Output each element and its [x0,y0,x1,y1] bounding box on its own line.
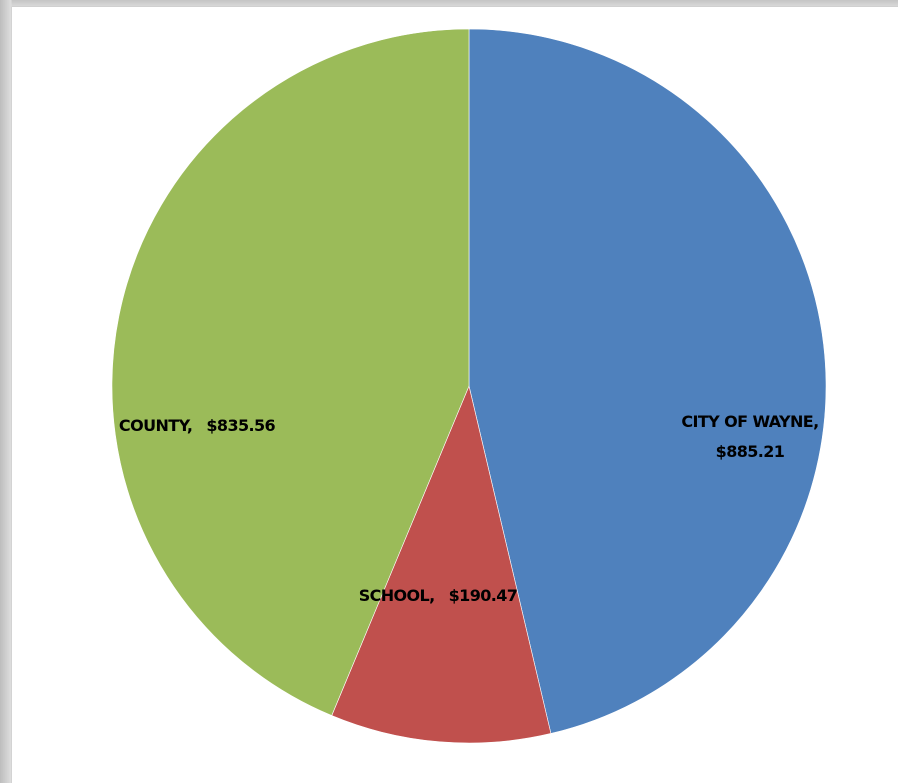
pie-slice [111,28,470,716]
category-label: SCHOOL, [359,586,435,605]
value-label: $885.21 [716,442,785,461]
pie-slice [331,385,552,744]
data-label: CITY OF WAYNE, $885.21 [681,412,818,461]
data-label: COUNTY, $835.56 [119,416,276,435]
data-label: SCHOOL, $190.47 [359,586,518,605]
value-label: $835.56 [206,416,275,435]
pie-slice [468,28,827,734]
category-label: CITY OF WAYNE, [681,412,818,431]
value-label: $190.47 [449,586,518,605]
category-label: COUNTY, [119,416,192,435]
